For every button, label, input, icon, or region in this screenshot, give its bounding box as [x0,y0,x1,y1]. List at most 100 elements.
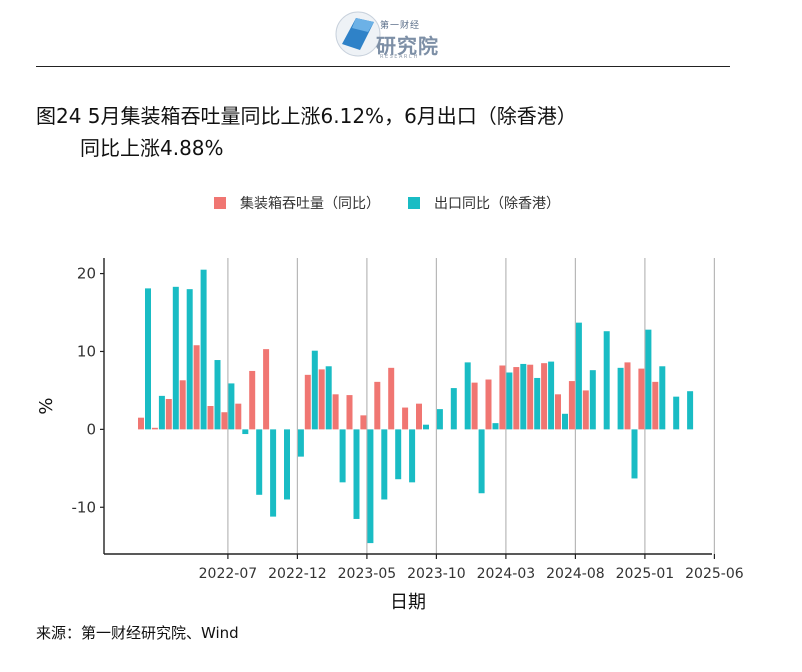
bar-container-throughput [207,406,214,430]
bar-export-growth [603,331,610,430]
x-tick-label: 2024-08 [546,566,605,582]
header-divider [36,66,730,67]
legend-label-export: 出口同比（除香港） [434,196,560,212]
bar-export-growth [325,366,332,430]
bar-export-growth [395,429,402,480]
bar-export-growth [214,360,221,430]
bar-export-growth [631,429,638,479]
bar-container-throughput [249,370,256,430]
bar-export-growth [228,383,235,430]
bar-export-growth [534,377,541,430]
bar-export-growth [256,429,263,495]
bar-container-throughput [318,369,325,430]
bar-container-throughput [568,381,575,430]
bar-export-growth [172,286,179,430]
bar-export-growth [158,395,165,430]
bar-container-throughput [624,362,631,430]
bar-export-growth [492,423,499,430]
bar-container-throughput [138,417,144,430]
bar-export-growth [450,388,457,430]
figure-title: 图24 5月集装箱吞吐量同比上涨6.12%，6月出口（除香港） 同比上涨4.88… [36,100,577,164]
x-axis-title: 日期 [390,592,426,613]
x-tick-label: 2023-10 [407,566,466,582]
bar-container-throughput [151,427,158,430]
bar-container-throughput [304,374,311,430]
bar-container-throughput [471,382,478,430]
x-tick-label: 2025-06 [685,566,744,582]
brand-top-text: 第一财经 [380,21,421,31]
figure-title-line1: 图24 5月集装箱吞吐量同比上涨6.12%，6月出口（除香港） [36,104,577,128]
brand-sub-text: RESEARCH [380,54,419,60]
x-tick-label: 2022-07 [199,566,258,582]
bar-container-throughput [416,403,422,430]
bar-export-growth [617,367,624,430]
bar-export-growth [673,396,680,430]
y-axis-title: % [36,397,57,414]
bar-container-throughput [332,394,339,430]
bar-export-growth [478,429,485,494]
bar-export-growth [548,361,555,430]
bar-container-throughput [235,403,242,430]
bar-container-throughput [360,415,367,430]
bar-export-growth [575,322,582,430]
bar-export-growth [423,424,429,430]
bar-container-throughput [638,368,645,430]
bar-export-growth [270,429,277,517]
bar-container-throughput [221,412,228,430]
bar-export-growth [339,429,346,483]
bar-container-throughput [499,365,506,430]
y-tick-label: 0 [86,420,96,438]
bar-export-growth [659,366,666,430]
legend-swatch-export [408,197,420,209]
bar-export-growth [562,413,568,430]
bar-export-growth [186,289,193,430]
bar-export-growth [381,429,388,500]
bar-export-growth [409,429,416,483]
bar-export-growth [242,429,249,435]
bar-export-growth [284,429,290,500]
bar-export-growth [311,350,318,430]
bar-export-growth [200,269,207,430]
bar-container-throughput [652,381,659,430]
bar-container-throughput [388,367,395,430]
bar-export-growth [353,429,360,519]
brand-header: 第一财经 研究院 RESEARCH [334,10,474,60]
bar-export-growth [436,409,443,430]
legend-item-export: 出口同比（除香港） [408,193,560,213]
legend-item-container: 集装箱吞吐量（同比） [214,193,380,213]
figure-title-line2: 同比上涨4.88% [80,136,224,160]
bar-container-throughput [485,379,492,430]
bar-container-throughput [346,395,353,430]
x-tick-label: 2022-12 [268,566,327,582]
bar-container-throughput [527,364,534,430]
bar-export-growth [506,372,513,430]
x-tick-label: 2024-03 [477,566,536,582]
bar-container-throughput [402,407,409,430]
bar-container-throughput [263,349,270,430]
bar-export-growth [520,363,527,430]
bar-export-growth [645,329,652,430]
bar-container-throughput [513,367,520,430]
bar-export-growth [145,288,151,430]
bar-container-throughput [555,394,561,430]
bar-export-growth [464,362,471,430]
bar-container-throughput [193,345,200,430]
brand-logo-icon [335,11,381,57]
legend-swatch-container [214,197,226,209]
bar-container-throughput [179,380,186,430]
bar-container-throughput [582,390,589,430]
chart-legend: 集装箱吞吐量（同比） 出口同比（除香港） [214,192,588,214]
x-tick-label: 2023-05 [338,566,397,582]
x-tick-label: 2025-01 [616,566,675,582]
bar-container-throughput [165,398,172,430]
bar-container-throughput [541,363,548,430]
bar-export-growth [687,391,694,430]
y-tick-label: 10 [77,342,96,360]
source-note: 来源：第一财经研究院、Wind [36,624,239,642]
y-tick-label: -10 [72,498,97,516]
y-tick-label: 20 [77,265,96,283]
bar-export-growth [589,370,596,430]
brand-name-text: 研究院 [376,34,439,58]
bar-export-growth [367,429,374,544]
